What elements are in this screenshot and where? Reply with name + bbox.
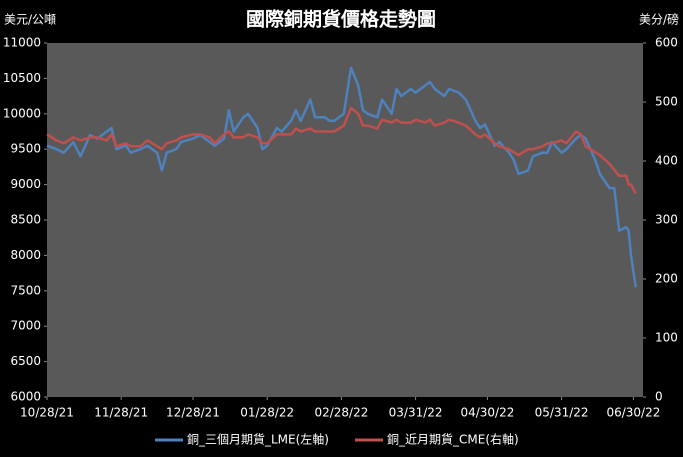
y2-tick-label: 400 <box>655 154 678 168</box>
y-tick-label: 9500 <box>10 142 41 156</box>
series-line <box>46 66 638 288</box>
chart-title: 國際銅期貨價格走勢圖 <box>246 8 436 31</box>
y-tick-label: 7500 <box>10 283 41 297</box>
y2-tick-label: 500 <box>655 95 678 109</box>
x-tick-label: 04/30/22 <box>460 406 514 420</box>
x-tick-label: 02/28/22 <box>314 406 368 420</box>
series-line <box>46 106 637 195</box>
x-tick-label: 06/30/22 <box>606 406 660 420</box>
y-tick-label: 8000 <box>10 248 41 262</box>
x-tick-label: 10/28/21 <box>20 406 74 420</box>
x-tick-label: 05/31/22 <box>535 406 589 420</box>
plot-area <box>47 43 643 397</box>
y2-axis-label: 美分/磅 <box>639 12 679 27</box>
y-tick-label: 7000 <box>10 319 41 333</box>
y-tick-label: 10500 <box>3 71 41 85</box>
x-tick-label: 01/28/22 <box>240 406 294 420</box>
y-tick-label: 6000 <box>10 390 41 404</box>
y2-tick-label: 600 <box>655 36 678 50</box>
y2-tick-label: 0 <box>655 390 663 404</box>
y-axis-label: 美元/公噸 <box>4 13 56 27</box>
y-tick-label: 8500 <box>10 213 41 227</box>
y2-tick-label: 200 <box>655 272 678 286</box>
y-tick-label: 10000 <box>3 106 41 120</box>
x-tick-label: 12/28/21 <box>166 406 220 420</box>
y-tick-label: 11000 <box>3 36 41 50</box>
legend-label: 銅_近月期貨_CME(右軸) <box>387 432 519 447</box>
y2-tick-label: 100 <box>655 331 678 345</box>
y-tick-label: 9000 <box>10 177 41 191</box>
x-tick-label: 11/28/21 <box>94 406 148 420</box>
y-tick-label: 6500 <box>10 354 41 368</box>
legend-label: 銅_三個月期貨_LME(左軸) <box>187 432 329 447</box>
y2-tick-label: 300 <box>655 213 678 227</box>
x-tick-label: 03/31/22 <box>389 406 443 420</box>
